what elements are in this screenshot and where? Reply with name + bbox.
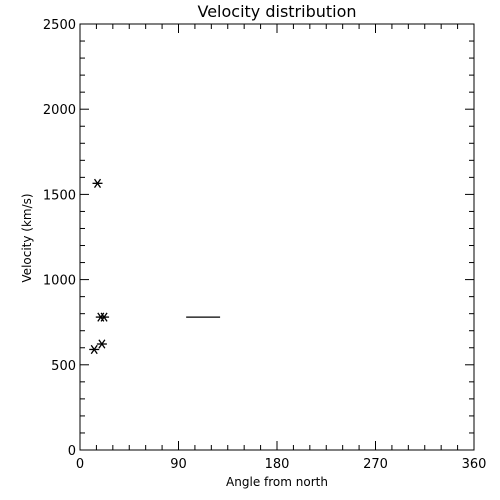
data-point [96, 339, 107, 349]
y-tick-label: 0 [68, 444, 76, 459]
x-axis-label: Angle from north [226, 475, 328, 489]
x-tick-label: 360 [462, 457, 487, 472]
x-tick-label: 90 [170, 457, 187, 472]
x-tick-label: 180 [265, 457, 290, 472]
data-point [99, 312, 110, 322]
y-tick-label: 1500 [43, 188, 76, 203]
plot-frame [79, 23, 475, 451]
y-tick-label: 2000 [43, 103, 76, 118]
x-tick-label: 0 [76, 457, 84, 472]
plot-area: 0 90 180 270 360 0 500 1000 1500 2000 2500 [43, 18, 487, 472]
data-point [89, 344, 100, 355]
y-tick-label: 1000 [43, 274, 76, 289]
y-tick-label: 500 [51, 359, 76, 374]
chart-title: Velocity distribution [197, 2, 356, 21]
data-point [92, 178, 103, 188]
x-tick-label: 270 [363, 457, 388, 472]
y-axis-label: Velocity (km/s) [20, 193, 34, 282]
y-tick-label: 2500 [43, 18, 76, 33]
